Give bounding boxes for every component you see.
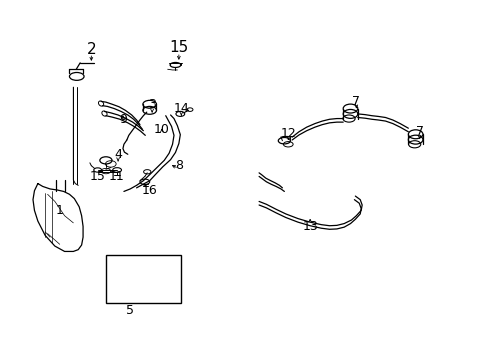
Text: 3: 3 — [148, 99, 156, 112]
Text: 1: 1 — [56, 204, 63, 217]
Text: 12: 12 — [280, 127, 296, 140]
Text: 6: 6 — [153, 283, 161, 296]
Text: 13: 13 — [302, 220, 317, 233]
Text: 2: 2 — [86, 42, 96, 57]
Text: 8: 8 — [175, 159, 183, 172]
Text: 14: 14 — [173, 102, 189, 115]
Bar — [106, 255, 181, 303]
Text: 15: 15 — [89, 170, 105, 183]
Text: 10: 10 — [154, 123, 169, 136]
Text: 16: 16 — [142, 184, 157, 197]
Text: 9: 9 — [119, 113, 126, 126]
Text: 15: 15 — [169, 40, 188, 55]
Text: 11: 11 — [108, 170, 124, 183]
Text: 7: 7 — [352, 95, 360, 108]
Text: 4: 4 — [114, 148, 122, 162]
Text: 7: 7 — [415, 125, 423, 138]
Text: 5: 5 — [126, 304, 134, 317]
